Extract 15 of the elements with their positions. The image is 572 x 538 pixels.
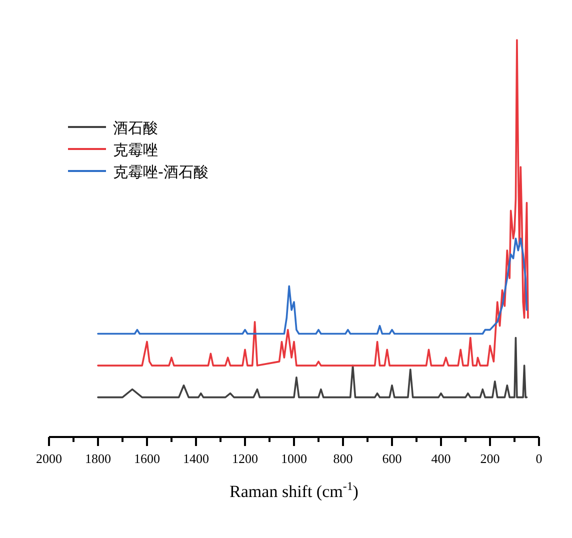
x-tick-label: 1800 bbox=[85, 451, 111, 466]
x-tick-label: 200 bbox=[480, 451, 500, 466]
x-tick-label: 1600 bbox=[134, 451, 160, 466]
x-tick-label: 1000 bbox=[281, 451, 307, 466]
x-tick-label: 2000 bbox=[36, 451, 62, 466]
x-tick-label: 400 bbox=[431, 451, 451, 466]
x-tick-label: 0 bbox=[536, 451, 542, 466]
legend-label: 克霉唑 bbox=[113, 141, 158, 159]
legend-label: 克霉唑-酒石酸 bbox=[113, 163, 208, 181]
x-tick-label: 800 bbox=[333, 451, 353, 466]
x-tick-label: 1400 bbox=[183, 451, 209, 466]
x-tick-label: 600 bbox=[382, 451, 402, 466]
x-axis-title: Raman shift (cm$^{-1}$) bbox=[230, 479, 358, 501]
x-tick-label: 1200 bbox=[232, 451, 258, 466]
legend-label: 酒石酸 bbox=[113, 119, 158, 137]
